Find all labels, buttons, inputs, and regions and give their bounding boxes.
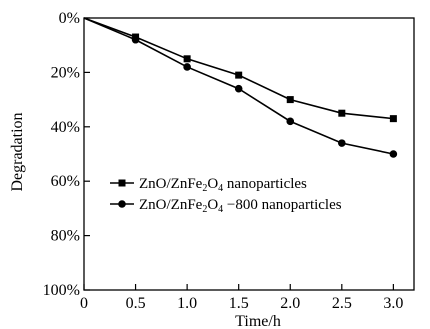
series-layer xyxy=(83,17,398,158)
x-tick-label: 1.5 xyxy=(229,295,249,312)
data-point-square xyxy=(235,71,243,79)
data-point-square xyxy=(286,96,294,104)
series-line xyxy=(83,17,394,120)
series-2 xyxy=(83,17,398,158)
x-axis-title: Time/h xyxy=(235,313,281,329)
data-point-circle xyxy=(234,84,243,93)
legend-item-2: ZnO/ZnFe2O4 −800 nanoparticles xyxy=(110,197,342,215)
x-tick-label: 2.5 xyxy=(332,295,352,312)
series-1 xyxy=(83,17,397,123)
y-tick-label: 0% xyxy=(59,10,80,27)
legend-marker-square xyxy=(118,179,126,187)
data-point-square xyxy=(183,55,191,63)
data-point-circle xyxy=(286,117,295,126)
legend-marker-circle xyxy=(118,200,126,208)
plot-frame xyxy=(83,17,415,291)
x-tick-label: 0 xyxy=(80,295,88,312)
y-tick-label: 40% xyxy=(51,119,80,136)
legend-label: ZnO/ZnFe2O4 −800 nanoparticles xyxy=(139,197,342,215)
y-axis-ticks: 0% 20% 40% 60% 80% 100% xyxy=(43,10,90,299)
y-tick-label: 100% xyxy=(43,282,80,299)
data-point-circle xyxy=(131,35,140,44)
y-tick-label: 80% xyxy=(51,228,80,245)
x-tick-label: 3.0 xyxy=(383,295,403,312)
legend: ZnO/ZnFe2O4 nanoparticles ZnO/ZnFe2O4 −80… xyxy=(110,176,342,215)
legend-label: ZnO/ZnFe2O4 nanoparticles xyxy=(139,176,307,194)
x-axis-ticks: 0 0.5 1.0 1.5 2.0 2.5 3.0 xyxy=(80,284,403,312)
y-tick-label: 60% xyxy=(51,173,80,190)
data-point-circle xyxy=(338,139,346,147)
legend-item-1: ZnO/ZnFe2O4 nanoparticles xyxy=(110,176,307,194)
x-tick-label: 0.5 xyxy=(126,295,146,312)
data-point-circle xyxy=(389,150,398,158)
y-axis-title: Degradation xyxy=(9,112,26,191)
plot-border xyxy=(83,17,415,291)
data-point-circle xyxy=(183,63,191,71)
data-point-square xyxy=(389,115,397,123)
x-tick-label: 2.0 xyxy=(280,295,300,312)
x-tick-label: 1.0 xyxy=(177,295,197,312)
data-point-square xyxy=(338,109,346,117)
y-tick-label: 20% xyxy=(51,64,80,81)
